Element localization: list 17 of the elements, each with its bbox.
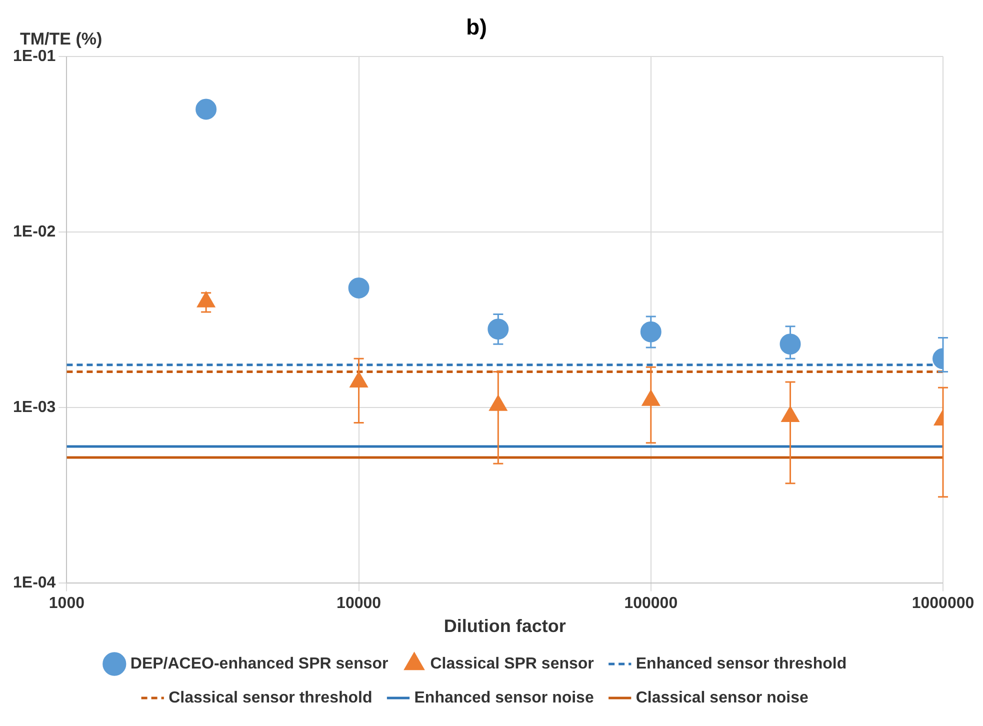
- chart-title: b): [466, 14, 487, 40]
- x-axis-title: Dilution factor: [444, 616, 566, 636]
- y-tick-label: 1E-02: [12, 223, 56, 240]
- x-tick-label: 10000: [336, 595, 382, 612]
- legend-label: Enhanced sensor noise: [414, 689, 594, 706]
- y-tick-label: 1E-04: [12, 574, 56, 592]
- legend-label: Enhanced sensor threshold: [636, 655, 847, 672]
- legend-label: Classical sensor noise: [636, 689, 808, 706]
- y-tick-label: 1E-01: [12, 48, 56, 65]
- x-tick-label: 100000: [624, 595, 678, 612]
- x-tick-label: 1000000: [912, 595, 974, 612]
- legend-label: Classical sensor threshold: [168, 689, 372, 706]
- y-axis-title: TM/TE (%): [20, 30, 102, 49]
- x-tick-label: 1000: [48, 595, 85, 612]
- y-tick-label: 1E-03: [12, 399, 56, 416]
- legend-label: DEP/ACEO-enhanced SPR sensor: [130, 655, 388, 672]
- legend-label: Classical SPR sensor: [430, 655, 594, 672]
